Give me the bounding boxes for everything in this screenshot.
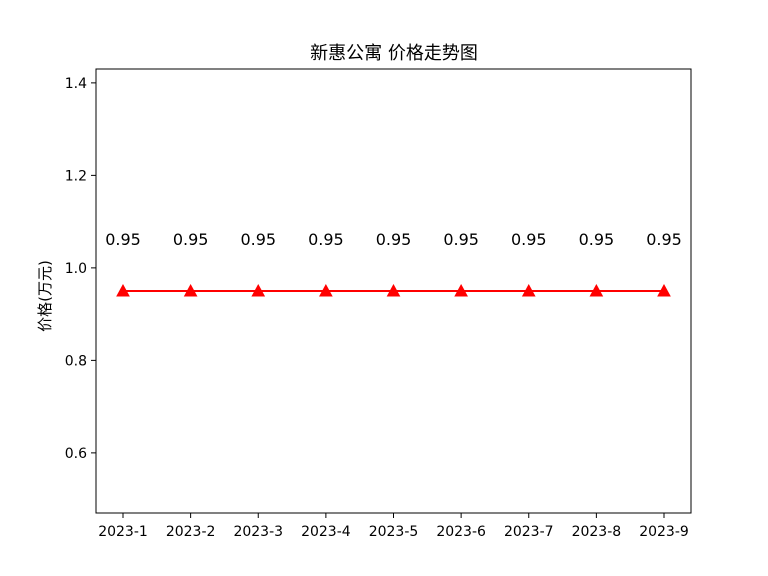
- data-label: 0.95: [308, 230, 344, 249]
- data-point-marker: [521, 283, 536, 297]
- y-tick-label: 1.2: [65, 168, 87, 184]
- x-tick-label: 2023-2: [166, 524, 216, 540]
- data-point-marker: [386, 283, 401, 297]
- y-tick-label: 1.0: [65, 261, 87, 277]
- data-labels: 0.95 0.95 0.95 0.95 0.95 0.95 0.95 0.95 0.95: [105, 230, 682, 249]
- data-point-marker: [116, 283, 130, 297]
- data-label: 0.95: [511, 230, 547, 249]
- x-tick-label: 2023-9: [639, 524, 689, 540]
- series-layer: [116, 283, 671, 297]
- x-tick-label: 2023-4: [301, 524, 351, 540]
- data-label: 0.95: [443, 230, 479, 249]
- data-label: 0.95: [376, 230, 412, 249]
- x-tick-label: 2023-7: [504, 524, 554, 540]
- data-label: 0.95: [105, 230, 141, 249]
- data-point-marker: [589, 283, 604, 297]
- data-point-marker: [319, 283, 333, 297]
- data-point-marker: [454, 283, 468, 297]
- data-label: 0.95: [173, 230, 209, 249]
- data-label: 0.95: [579, 230, 615, 249]
- data-label: 0.95: [240, 230, 276, 249]
- data-label: 0.95: [646, 230, 682, 249]
- y-tick-label: 1.4: [65, 76, 87, 92]
- x-tick-label: 2023-8: [572, 524, 622, 540]
- y-axis: 0.6 0.8 1.0 1.2 1.4: [65, 76, 96, 462]
- y-tick-label: 0.8: [65, 353, 87, 369]
- data-point-marker: [183, 283, 198, 297]
- x-axis: 2023-1 2023-2 2023-3 2023-4 2023-5 2023-6 2023…: [98, 513, 689, 540]
- y-tick-label: 0.6: [65, 446, 87, 462]
- x-tick-label: 2023-6: [436, 524, 486, 540]
- chart-title: 新惠公寓 价格走势图: [310, 43, 478, 64]
- data-point-marker: [657, 283, 671, 297]
- x-tick-label: 2023-5: [369, 524, 419, 540]
- y-axis-label: 价格(万元): [36, 260, 54, 332]
- data-point-marker: [251, 283, 266, 297]
- x-tick-label: 2023-3: [233, 524, 283, 540]
- x-tick-label: 2023-1: [98, 524, 148, 540]
